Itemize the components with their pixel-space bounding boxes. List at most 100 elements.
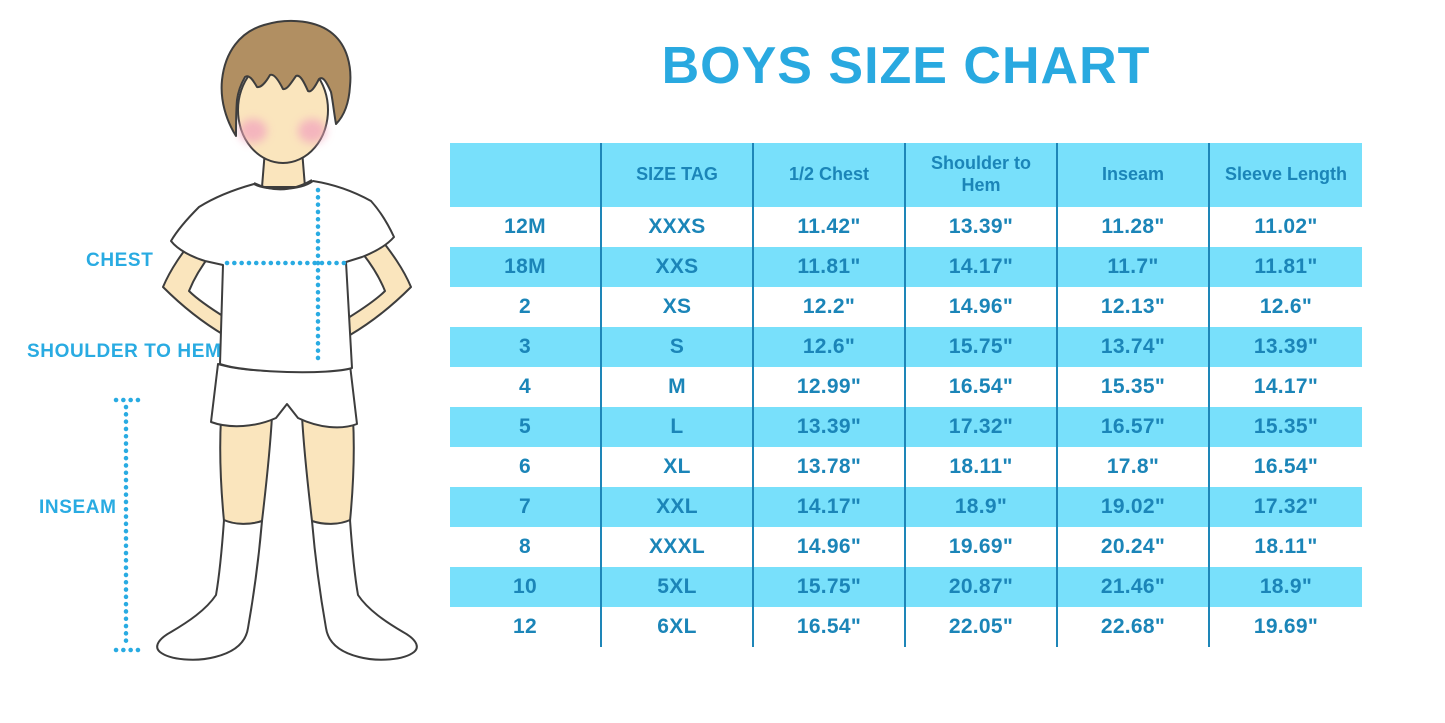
boy-right-sock (311, 519, 418, 661)
header-cell-size (450, 143, 602, 207)
table-cell: 19.69" (1253, 615, 1319, 638)
table-cell: 12.6" (1259, 295, 1313, 318)
table-cell: 15.75" (754, 567, 906, 607)
table-cell: 11.81" (1254, 255, 1318, 278)
table-cell: 12.2" (754, 287, 906, 327)
table-cell: 14.17" (906, 247, 1058, 287)
table-row: 3 S 12.6" 15.75" 13.74" 13.39" (450, 327, 1362, 367)
table-cell: 10 (450, 567, 602, 607)
table-cell: 2 (450, 287, 602, 327)
header-cell-sleeve-length: Sleeve Length (1224, 164, 1348, 185)
header-cell-shoulder-hem: Shoulder to Hem (906, 143, 1058, 207)
table-cell: 18.11" (906, 447, 1058, 487)
table-cell: 4 (450, 367, 602, 407)
table-cell: XXL (602, 487, 754, 527)
table-row: 7 XXL 14.17" 18.9" 19.02" 17.32" (450, 487, 1362, 527)
table-cell: 15.75" (906, 327, 1058, 367)
table-cell: XL (602, 447, 754, 487)
table-row: 8 XXXL 14.96" 19.69" 20.24" 18.11" (450, 527, 1362, 567)
table-cell: 11.7" (1058, 247, 1210, 287)
table-cell: 13.74" (1058, 327, 1210, 367)
table-cell: 14.96" (754, 527, 906, 567)
table-cell: 11.42" (754, 207, 906, 247)
table-cell: 21.46" (1058, 567, 1210, 607)
table-cell: 5 (450, 407, 602, 447)
table-cell: 11.28" (1058, 207, 1210, 247)
table-cell: 12M (450, 207, 602, 247)
shoulder-to-hem-label: SHOULDER TO HEM (27, 341, 222, 362)
table-row: 4 M 12.99" 16.54" 15.35" 14.17" (450, 367, 1362, 407)
table-cell: 18M (450, 247, 602, 287)
table-cell: 11.02" (1254, 215, 1318, 238)
size-chart-table: SIZE TAG 1/2 Chest Shoulder to Hem Insea… (450, 143, 1362, 647)
table-cell: 22.68" (1058, 607, 1210, 647)
boy-right-leg (301, 415, 355, 525)
table-cell: 16.54" (754, 607, 906, 647)
inseam-label: INSEAM (39, 497, 117, 518)
table-cell: 3 (450, 327, 602, 367)
table-cell: L (602, 407, 754, 447)
table-cell: 22.05" (906, 607, 1058, 647)
header-cell-inseam: Inseam (1058, 143, 1210, 207)
table-cell: 11.81" (754, 247, 906, 287)
table-cell: 6 (450, 447, 602, 487)
table-row: 2 XS 12.2" 14.96" 12.13" 12.6" (450, 287, 1362, 327)
table-cell: 17.32" (1253, 495, 1319, 518)
table-row: 5 L 13.39" 17.32" 16.57" 15.35" (450, 407, 1362, 447)
table-cell: XS (602, 287, 754, 327)
table-cell: 12.6" (754, 327, 906, 367)
table-row: 10 5XL 15.75" 20.87" 21.46" 18.9" (450, 567, 1362, 607)
table-cell: 12.99" (754, 367, 906, 407)
table-cell: 14.96" (906, 287, 1058, 327)
table-cell: 8 (450, 527, 602, 567)
boy-right-cheek-blush (298, 119, 326, 143)
table-cell: 18.9" (1259, 575, 1313, 598)
boy-shirt-collar (253, 179, 313, 191)
table-cell: 16.54" (906, 367, 1058, 407)
boy-hair (220, 19, 352, 137)
table-cell: 15.35" (1058, 367, 1210, 407)
header-cell-half-chest: 1/2 Chest (754, 143, 906, 207)
table-cell: 5XL (602, 567, 754, 607)
table-cell: XXXS (602, 207, 754, 247)
table-row: 12M XXXS 11.42" 13.39" 11.28" 11.02" (450, 207, 1362, 247)
table-cell: 16.54" (1253, 455, 1319, 478)
table-cell: 19.69" (906, 527, 1058, 567)
table-cell: 15.35" (1253, 415, 1319, 438)
table-cell: 13.78" (754, 447, 906, 487)
boy-shirt (170, 180, 395, 374)
table-cell: 17.32" (906, 407, 1058, 447)
table-cell: 13.39" (754, 407, 906, 447)
table-cell: 12 (450, 607, 602, 647)
table-cell: 19.02" (1058, 487, 1210, 527)
table-cell: 14.17" (1253, 375, 1319, 398)
table-row: 6 XL 13.78" 18.11" 17.8" 16.54" (450, 447, 1362, 487)
page-title: BOYS SIZE CHART (661, 37, 1151, 95)
table-cell: 17.8" (1058, 447, 1210, 487)
boy-left-cheek-blush (239, 119, 267, 143)
table-cell: 18.11" (1254, 535, 1318, 558)
boy-illustration (113, 19, 418, 661)
header-cell-size-tag: SIZE TAG (602, 143, 754, 207)
table-row: 18M XXS 11.81" 14.17" 11.7" 11.81" (450, 247, 1362, 287)
table-cell: 12.13" (1058, 287, 1210, 327)
table-cell: 6XL (602, 607, 754, 647)
table-header-row: SIZE TAG 1/2 Chest Shoulder to Hem Insea… (450, 143, 1362, 207)
table-cell: 16.57" (1058, 407, 1210, 447)
chest-label: CHEST (86, 250, 154, 271)
table-cell: 20.24" (1058, 527, 1210, 567)
table-body: 12M XXXS 11.42" 13.39" 11.28" 11.02" 18M… (450, 207, 1362, 647)
table-cell: 7 (450, 487, 602, 527)
table-cell: XXXL (602, 527, 754, 567)
table-row: 12 6XL 16.54" 22.05" 22.68" 19.69" (450, 607, 1362, 647)
table-cell: 20.87" (906, 567, 1058, 607)
table-cell: 13.39" (1253, 335, 1319, 358)
table-cell: 13.39" (906, 207, 1058, 247)
table-cell: 18.9" (906, 487, 1058, 527)
table-cell: M (602, 367, 754, 407)
table-cell: S (602, 327, 754, 367)
boy-shorts (210, 363, 358, 429)
boy-left-sock (156, 519, 263, 661)
boy-left-leg (219, 414, 274, 525)
table-cell: XXS (602, 247, 754, 287)
